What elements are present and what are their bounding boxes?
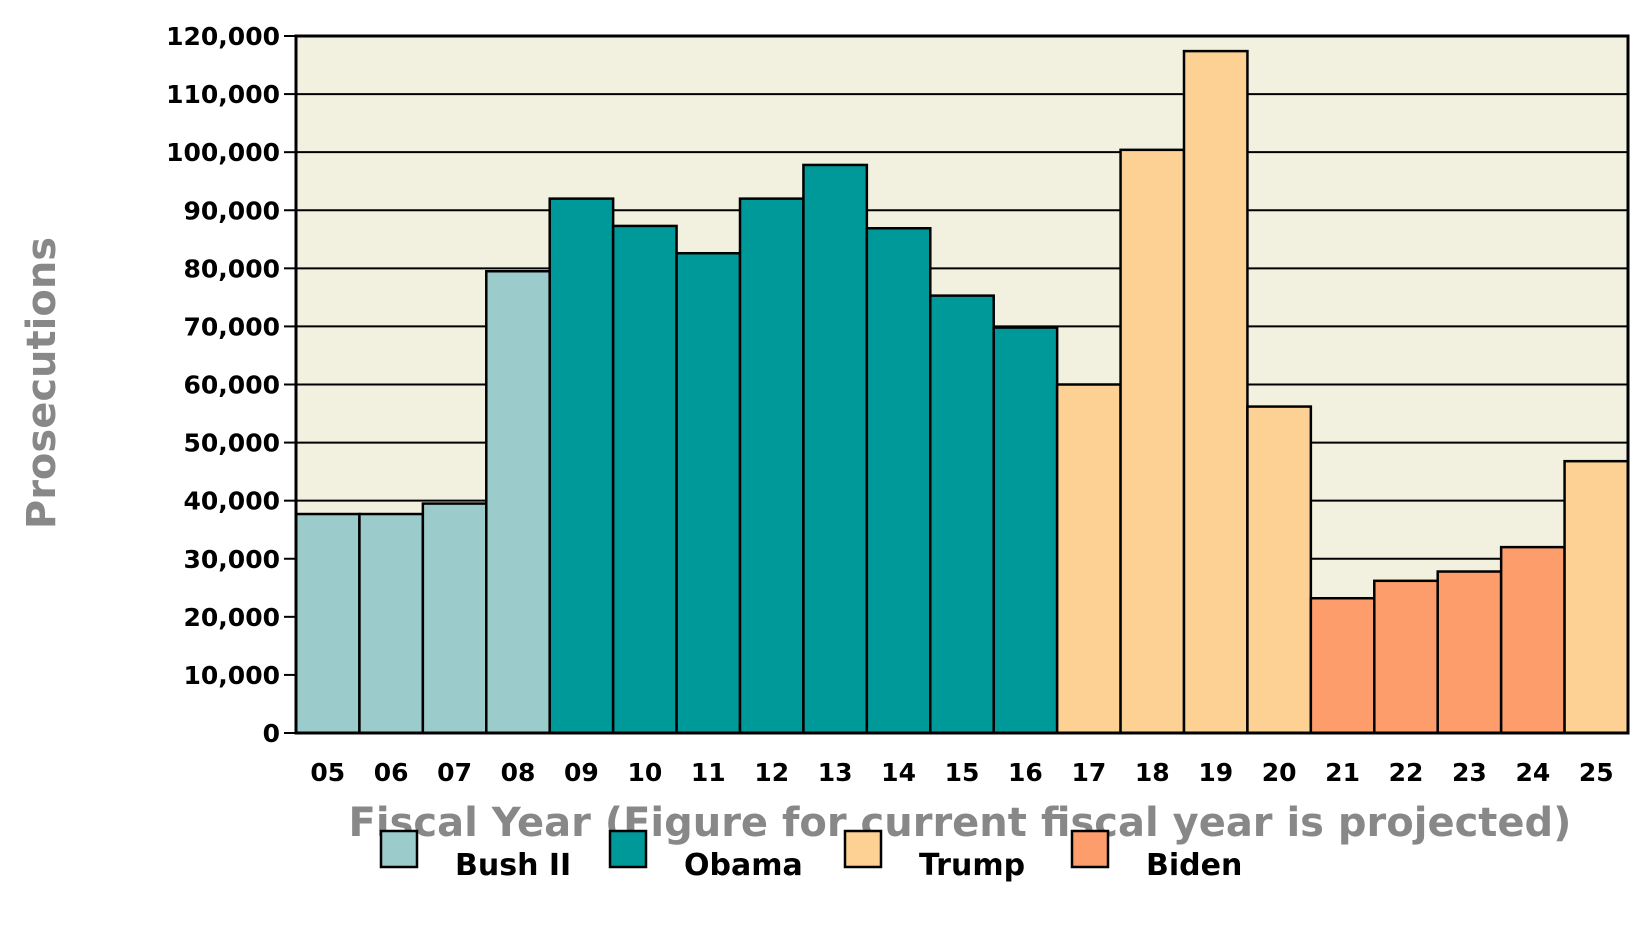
y-tick-label: 70,000	[184, 312, 280, 341]
x-tick-label: 14	[881, 758, 916, 787]
bar-08	[485, 269, 551, 735]
plot-frame	[294, 34, 1630, 735]
bar-19	[1182, 49, 1249, 735]
legend-swatch-trump	[843, 829, 883, 869]
y-tick-label: 80,000	[184, 254, 280, 283]
bar-09	[548, 197, 615, 735]
x-tick-label: 13	[818, 758, 853, 787]
bar-07	[421, 502, 488, 735]
x-tick-label: 19	[1198, 758, 1233, 787]
legend-label: Biden	[1146, 848, 1242, 883]
bar-15	[929, 294, 995, 735]
bar-14	[865, 227, 932, 735]
y-tick-label: 50,000	[184, 429, 280, 458]
y-tick-label: 100,000	[166, 138, 280, 167]
y-tick-label: 10,000	[184, 661, 280, 690]
legend-swatch-biden	[1070, 829, 1110, 869]
x-tick-label: 21	[1325, 758, 1360, 787]
bar-21	[1309, 596, 1376, 735]
x-tick-label: 24	[1515, 758, 1550, 787]
bar-25	[1563, 459, 1630, 735]
y-tick-label: 30,000	[184, 545, 280, 574]
bar-24	[1499, 545, 1566, 735]
y-tick-label: 120,000	[166, 22, 280, 51]
bar-10	[611, 224, 678, 735]
bar-05	[294, 512, 361, 735]
bar-06	[358, 512, 425, 735]
x-tick-label: 06	[374, 758, 409, 787]
bar-12	[738, 197, 805, 735]
y-tick-label: 40,000	[184, 487, 280, 516]
bar-17	[1055, 383, 1122, 735]
x-tick-label: 16	[1008, 758, 1043, 787]
bar-22	[1373, 579, 1439, 735]
x-tick-label: 07	[437, 758, 472, 787]
legend-label: Bush II	[455, 848, 571, 883]
x-tick-label: 25	[1579, 758, 1614, 787]
legend-label: Trump	[919, 848, 1025, 883]
y-tick-label: 110,000	[166, 80, 280, 109]
y-tick-label: 0	[263, 719, 280, 748]
bar-20	[1246, 405, 1313, 735]
x-tick-label: 15	[945, 758, 980, 787]
x-tick-label: 09	[564, 758, 599, 787]
x-tick-label: 12	[754, 758, 789, 787]
bar-18	[1119, 148, 1186, 735]
legend-label: Obama	[684, 848, 803, 883]
legend-swatch-obama	[608, 829, 648, 869]
bar-23	[1436, 570, 1503, 735]
y-tick-label: 60,000	[184, 371, 280, 400]
bar-11	[675, 251, 742, 735]
y-tick-label: 90,000	[184, 196, 280, 225]
x-axis-title: Fiscal Year (Figure for current fiscal y…	[349, 800, 1572, 846]
legend: Bush II Obama Trump Biden	[379, 829, 1242, 883]
x-tick-label: 22	[1389, 758, 1424, 787]
x-tick-label: 05	[310, 758, 345, 787]
bar-16	[992, 326, 1059, 735]
x-tick-label: 20	[1262, 758, 1297, 787]
bar-13	[802, 163, 869, 735]
x-tick-label: 18	[1135, 758, 1170, 787]
legend-swatch-bush-ii	[379, 829, 419, 869]
x-tick-label: 08	[501, 758, 536, 787]
x-tick-label: 10	[627, 758, 662, 787]
y-axis-title: Prosecutions	[19, 237, 65, 529]
x-tick-label: 11	[691, 758, 726, 787]
x-tick-label: 23	[1452, 758, 1487, 787]
x-tick-label: 17	[1071, 758, 1106, 787]
y-tick-label: 20,000	[184, 603, 280, 632]
